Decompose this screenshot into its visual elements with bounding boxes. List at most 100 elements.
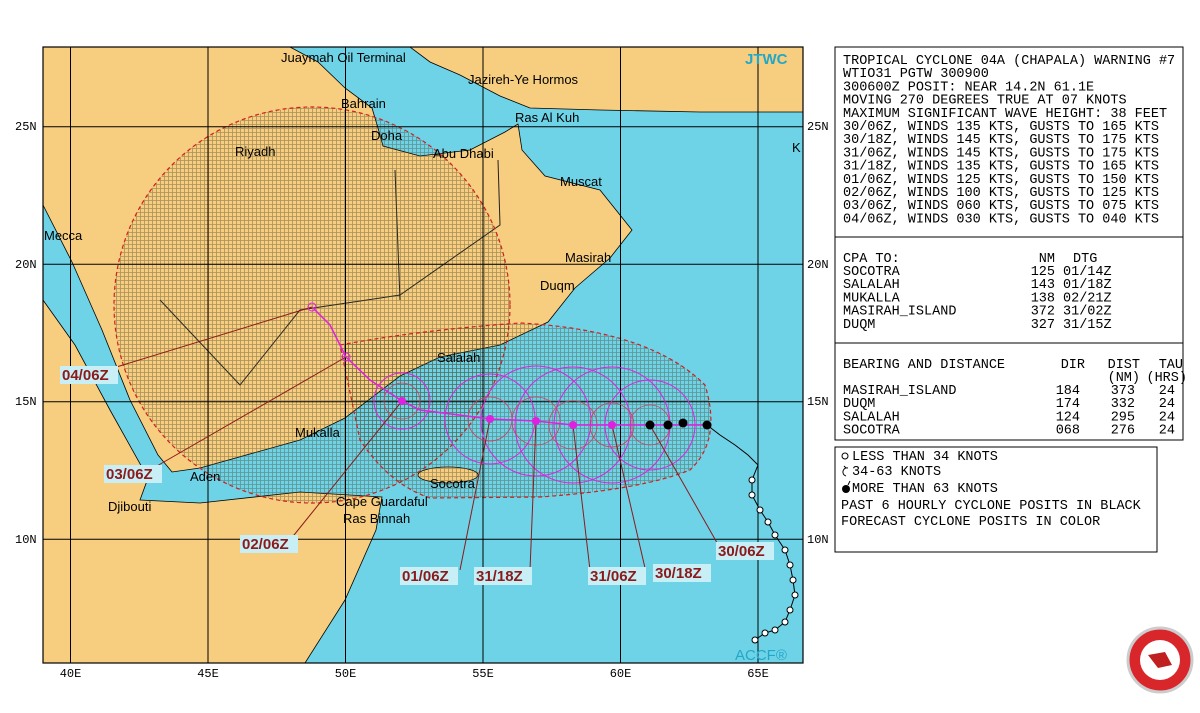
panel-text: 31/18Z, WINDS 135 KTS, GUSTS TO 165 KTS (843, 160, 1159, 175)
land-iran (409, 47, 803, 113)
place-label: Mecca (44, 228, 83, 243)
panel-text: 24 (1159, 424, 1175, 439)
panel-text: 124 (1056, 410, 1080, 425)
panel-text: DTG (1073, 252, 1097, 267)
panel-text: SALALAH (843, 278, 900, 293)
panel-text: 295 (1111, 410, 1135, 425)
panel-text: MASIRAH_ISLAND (843, 384, 956, 399)
panel-text: 068 (1056, 424, 1080, 439)
place-label: Djibouti (108, 499, 151, 514)
panel-text: 24 (1159, 410, 1175, 425)
panel-text: SALALAH (843, 410, 900, 425)
place-label: Abu Dhabi (433, 146, 494, 161)
map-axes: 25N 25N 20N 20N 15N 15N 10N 10N 40E 45E 50E 55E 60E 6… (15, 120, 829, 681)
panel-text: 373 (1111, 384, 1135, 399)
panel-text: MASIRAH_ISLAND (843, 305, 956, 320)
panel-text: DUQM (843, 318, 875, 333)
forecast-radii (373, 365, 696, 484)
panel-text: 372 (1031, 305, 1055, 320)
legend-panel (834, 446, 1158, 553)
panel-text: 332 (1111, 397, 1135, 412)
forecast-positions (398, 397, 616, 429)
panel-text: MAXIMUM SIGNIFICANT WAVE HEIGHT: 38 FEET (843, 107, 1167, 122)
place-label: Ras Al Kuh (515, 110, 579, 125)
panel-text: 31/15Z (1063, 318, 1112, 333)
place-label: Muscat (560, 174, 602, 189)
panel-text: SOCOTRA (843, 265, 901, 280)
forecast-label: 31/06Z (590, 568, 637, 585)
panel-text: DIST (1108, 358, 1140, 373)
panel-text: 30/18Z, WINDS 145 KTS, GUSTS TO 175 KTS (843, 133, 1159, 148)
panel-text: MUKALLA (843, 291, 901, 306)
place-label: Bahrain (341, 96, 386, 111)
lat-label: 20N (15, 258, 37, 272)
forecast-label: 02/06Z (242, 536, 289, 553)
lat-label: 20N (807, 258, 829, 272)
panel-text: 143 (1031, 278, 1055, 293)
place-label: Jazireh-Ye Hormos (468, 72, 579, 87)
panel-text: 327 (1031, 318, 1055, 333)
forecast-labels: 04/06Z 03/06Z 02/06Z 01/06Z 31/18Z 31/06Z 30/1… (60, 366, 774, 585)
panel-text: 01/14Z (1063, 265, 1112, 280)
place-label: Duqm (540, 278, 575, 293)
panel-text: 04/06Z, WINDS 030 KTS, GUSTS TO 040 KTS (843, 212, 1159, 227)
panel-text: TAU (1159, 358, 1183, 373)
lon-label: 60E (610, 667, 632, 681)
forecast-label: 01/06Z (402, 568, 449, 585)
panel-text: 138 (1031, 291, 1055, 306)
lat-label: 25N (15, 120, 37, 134)
panel-text: TROPICAL CYCLONE 04A (CHAPALA) WARNING #… (841, 54, 1187, 530)
place-label: Ras Binnah (343, 511, 410, 526)
panel-text: 02/21Z (1063, 291, 1112, 306)
panel-text: WTIO31 PGTW 300900 (843, 67, 989, 82)
panel-text: 30/06Z, WINDS 135 KTS, GUSTS TO 165 KTS (843, 120, 1159, 135)
forecast-label: 04/06Z (62, 367, 109, 384)
label-leaders (99, 306, 721, 571)
lat-label: 10N (807, 533, 829, 547)
lat-label: 25N (807, 120, 829, 134)
panel-text: 02/06Z, WINDS 100 KTS, GUSTS TO 125 KTS (843, 186, 1159, 201)
panel-text: 24 (1159, 397, 1175, 412)
panel-text: 01/06Z, WINDS 125 KTS, GUSTS TO 150 KTS (843, 173, 1159, 188)
lon-label: 55E (472, 667, 494, 681)
panel-text: 34-63 KNOTS (852, 465, 941, 480)
forecast-weak (307, 302, 351, 362)
panel-text: BEARING AND DISTANCE (843, 358, 1005, 373)
lat-label: 10N (15, 533, 37, 547)
place-label: Aden (190, 469, 220, 484)
panel-text: 01/18Z (1063, 278, 1112, 293)
panel-text: MORE THAN 63 KNOTS (852, 482, 998, 497)
panel-text: 03/06Z, WINDS 060 KTS, GUSTS TO 075 KTS (843, 199, 1159, 214)
wind-area (339, 322, 712, 499)
past-positions (645, 418, 712, 430)
lon-label: 65E (747, 667, 769, 681)
panel-text: 174 (1056, 397, 1080, 412)
map: Juaymah Oil Terminal Jazireh-Ye Hormos B… (43, 47, 803, 664)
panel-text: DUQM (843, 397, 875, 412)
panel-text: TROPICAL CYCLONE 04A (CHAPALA) WARNING #… (843, 54, 1175, 69)
label-box (60, 366, 118, 384)
credit: ACCF® (735, 647, 787, 664)
place-label: Salalah (437, 350, 480, 365)
label-box (716, 542, 774, 560)
graticule (43, 47, 803, 663)
panel-text: 24 (1159, 384, 1175, 399)
place-label: Masirah (565, 250, 611, 265)
lat-label: 15N (15, 395, 37, 409)
forecast-track (311, 306, 707, 426)
place-label: Mukalla (295, 425, 341, 440)
label-box (474, 567, 532, 585)
panel-text: 31/06Z, WINDS 145 KTS, GUSTS TO 175 KTS (843, 146, 1159, 161)
legend-icons (841, 452, 851, 493)
label-box (104, 465, 162, 483)
place-label: Socotra (430, 476, 476, 491)
forecast-label: 03/06Z (106, 466, 153, 483)
panel-text: (NM) (1108, 371, 1140, 386)
lat-label: 15N (807, 395, 829, 409)
place-label: Doha (371, 128, 403, 143)
panel-text: MOVING 270 DEGREES TRUE AT 07 KNOTS (843, 94, 1127, 109)
past-weak (748, 476, 799, 644)
panel-text: NM (1039, 252, 1055, 267)
